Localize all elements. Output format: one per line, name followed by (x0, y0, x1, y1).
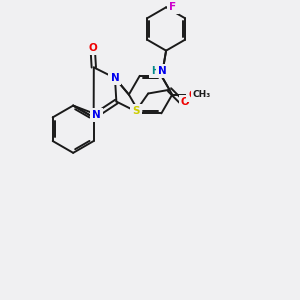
Text: S: S (132, 106, 140, 116)
Text: N: N (92, 110, 101, 120)
Text: N: N (111, 73, 119, 83)
Text: F: F (169, 2, 177, 12)
Text: O: O (188, 90, 197, 100)
Text: N: N (158, 66, 167, 76)
Text: O: O (88, 43, 97, 53)
Text: CH₃: CH₃ (193, 90, 211, 99)
Text: H: H (151, 66, 159, 76)
Text: O: O (181, 97, 189, 107)
